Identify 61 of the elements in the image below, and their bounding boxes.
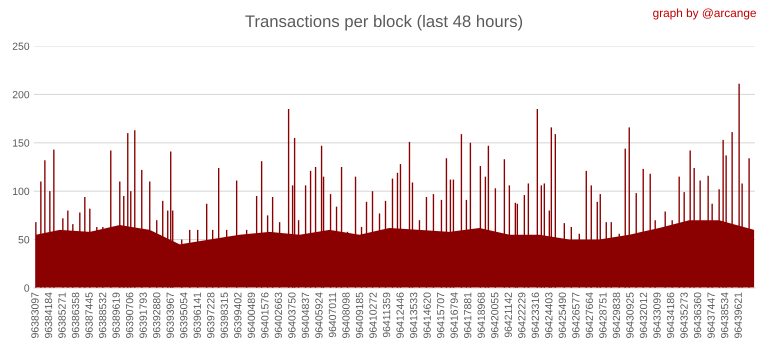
x-tick-label: 96402663 [274,292,282,338]
x-tick-label: 96388532 [98,292,106,338]
x-tick-label: 96415707 [436,292,444,338]
x-tick-label: 96430925 [626,292,634,338]
x-tick-label: 96418968 [478,292,485,338]
x-tick-label: 96424403 [545,292,553,338]
x-tick-label: 96395054 [180,292,188,338]
x-tick-label: 96401576 [261,292,269,338]
x-tick-label: 96392880 [152,292,160,338]
text: graph by @arcange [653,8,756,20]
x-tick-label: 96403750 [288,292,296,338]
x-tick-label: 96428751 [599,292,607,338]
x-tick-label: 96410272 [369,292,377,338]
x-tick-label: 96433099 [653,292,661,338]
x-tick-label: 96425490 [558,292,566,338]
x-tick-label: 96438534 [720,292,728,338]
x-tick-label: 96409185 [356,292,364,338]
x-tick-label: 96408098 [342,292,350,338]
x-tick-label: 96399402 [234,292,242,338]
x-tick-label: 96426577 [572,292,580,338]
x-tick-label: 96420055 [491,292,498,338]
chart-title: Transactions per block (last 48 hours) [245,14,522,30]
y-tick-label: 50 [18,236,30,244]
y-tick-label: 200 [12,90,30,98]
x-tick-label: 96435273 [680,292,688,338]
x-tick-label: 96429838 [612,292,620,338]
x-tick-label: 96384184 [44,292,52,338]
x-tick-label: 96437447 [707,292,715,338]
x-tick-label: 96391793 [139,292,147,338]
y-tick-label: 0 [24,284,30,292]
x-tick-label: 96413533 [410,292,418,338]
y-tick-label: 100 [13,188,30,196]
x-tick-label: 96385271 [58,292,66,338]
x-tick-label: 96421142 [504,292,512,338]
x-tick-label: 96398315 [220,292,228,338]
x-tick-label: 96407011 [328,292,336,338]
x-tick-label: 96417881 [464,292,472,338]
x-tick-label: 96436360 [694,292,702,338]
x-tick-label: 96396141 [194,292,201,338]
x-tick-label: 96383097 [31,292,39,338]
x-tick-label: 96434186 [666,292,674,338]
x-tick-label: 96400489 [248,292,256,338]
x-tick-label: 96422229 [518,292,526,338]
x-tick-label: 96405924 [315,292,323,338]
x-tick-label: 96411359 [382,292,390,338]
x-tick-label: 96412446 [396,292,404,338]
x-tick-label: 96423316 [532,292,539,338]
x-tick-label: 96404837 [302,292,310,338]
x-tick-label: 96432012 [640,292,648,338]
x-tick-label: 96427664 [586,292,594,338]
x-tick-label: 96416794 [450,292,458,338]
y-tick-label: 250 [12,42,30,50]
x-tick-label: 96393967 [166,292,174,338]
y-tick-label: 150 [13,139,30,147]
x-tick-label: 96397228 [207,292,214,338]
x-tick-label: 96439621 [734,292,742,338]
x-tick-label: 96386358 [72,292,80,338]
x-tick-label: 96387445 [85,292,93,338]
x-tick-label: 96389619 [112,292,120,338]
x-tick-label: 96414620 [423,292,431,338]
x-tick-label: 96390706 [126,292,134,338]
